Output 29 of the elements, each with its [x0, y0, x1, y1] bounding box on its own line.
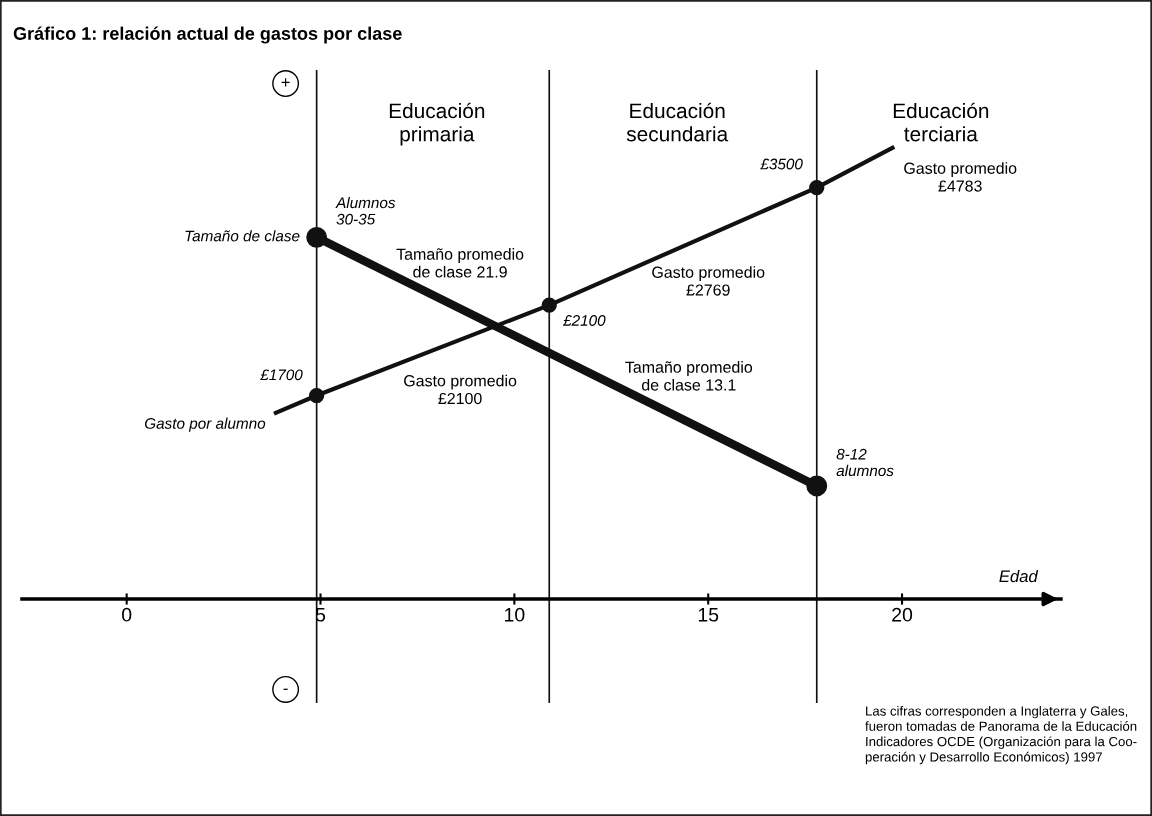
point — [309, 387, 325, 404]
annotation: Gasto promedio £2769 — [652, 266, 765, 296]
text: Educación primaria — [389, 102, 485, 146]
annotation: £2100 — [563, 315, 606, 326]
annotation: Tamaño promedio de clase 13.1 — [625, 361, 753, 391]
text: + — [281, 78, 290, 87]
x-tick-label: 10 — [505, 607, 525, 622]
point — [306, 226, 328, 248]
annotation: Gasto promedio £4783 — [904, 162, 1017, 192]
x-tick-label: 15 — [698, 608, 719, 622]
x-tick-label: 20 — [892, 607, 913, 622]
chart-title: Gráfico 1: relación actual de gastos por clase — [13, 26, 402, 44]
annotation: Alumnos 30-35 — [335, 196, 396, 225]
series-label: Tamaño de clase — [185, 230, 300, 242]
point — [809, 179, 825, 196]
annotation: £3500 — [760, 158, 803, 170]
text: Educación secundaria — [626, 102, 729, 142]
text: Educación terciaria — [893, 102, 989, 142]
text: Las cifras corresponden a Inglaterra y Gales, fueron tomadas de Panorama de la Educación Indicadores OCDE (Organización para la Coo- peración y Desarrollo Económicos) 1997 — [865, 706, 1137, 765]
point — [806, 475, 828, 497]
annotation: 8-12 alumnos — [836, 448, 894, 477]
text: - — [283, 688, 288, 690]
x-tick-label: 0 — [122, 607, 132, 622]
annotation: £1700 — [260, 369, 303, 381]
annotation: Gasto promedio £2100 — [404, 374, 517, 405]
x-axis-title: Edad — [999, 569, 1039, 583]
point — [541, 297, 557, 313]
annotation: Tamaño promedio de clase 21.9 — [396, 248, 524, 278]
series-label: Gasto por alumno — [144, 417, 266, 432]
